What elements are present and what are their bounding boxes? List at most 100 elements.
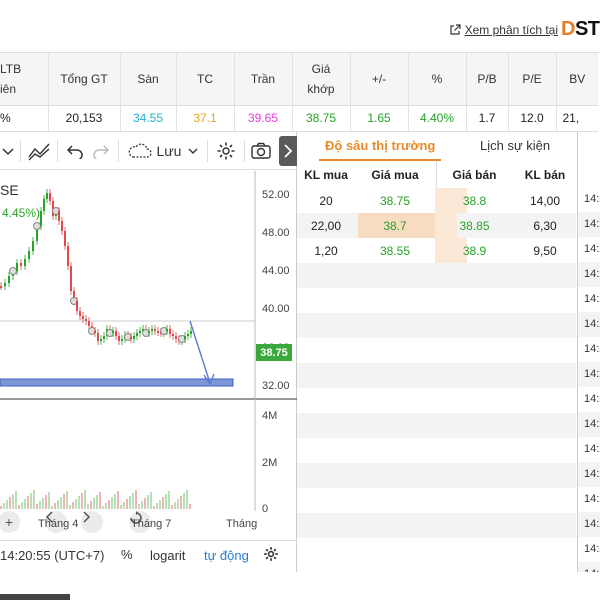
buy-price[interactable]: 38.75 [379, 193, 411, 208]
redo-button[interactable] [88, 136, 114, 166]
event-marker [9, 267, 17, 275]
bottom-scrollbar[interactable] [0, 594, 70, 600]
tab-event-calendar[interactable]: Lịch sự kiện [480, 138, 551, 153]
chart-settings-button[interactable] [263, 546, 279, 565]
volume-bar [84, 490, 86, 509]
auto-scale-button[interactable]: tự động [204, 548, 249, 563]
candle-body [115, 331, 117, 336]
stats-col-tran: Trần [234, 53, 293, 105]
scroll-right-button[interactable] [81, 511, 103, 533]
volume-bar [3, 503, 5, 509]
save-layout-button[interactable]: Lưu [123, 136, 203, 166]
volume-bar [69, 505, 71, 509]
volume-bar [180, 496, 182, 509]
order-book-empty-row [297, 363, 576, 388]
plus-icon: + [4, 514, 14, 530]
volume-bar [75, 499, 77, 509]
symbol-label: SE [0, 182, 19, 198]
volume-bar [135, 490, 137, 509]
volume-bar [123, 502, 125, 509]
stats-col-bv: BV [556, 53, 598, 105]
candle-body [166, 329, 168, 331]
col-sell-volume: KL bán [524, 168, 566, 182]
scroll-left-button[interactable] [45, 511, 67, 533]
candle-body [32, 241, 34, 251]
volume-bar [45, 495, 47, 509]
candle-body [36, 226, 38, 241]
candle-body [0, 286, 2, 288]
volume-bar [63, 494, 65, 509]
zoom-in-button[interactable]: + [0, 511, 20, 533]
screenshot-button[interactable] [249, 136, 273, 166]
trade-history-column: 14:2 14:2 14:2 14:2 14:2 14:2 14:2 14:2 14:2 14:2… [577, 132, 600, 587]
collapse-panel-button[interactable] [279, 136, 297, 166]
trade-time: 14:2 [578, 362, 600, 387]
stats-col-pe: P/E [508, 53, 557, 105]
volume-bar [21, 502, 23, 509]
camera-icon [251, 142, 271, 159]
reset-chart-button[interactable] [129, 511, 151, 533]
volume-bar [156, 503, 158, 509]
sell-price[interactable]: 38.8 [435, 188, 514, 213]
stats-col-san: Sàn [120, 53, 177, 105]
candle-body [76, 301, 78, 311]
dstock-logo[interactable]: DST [561, 18, 600, 40]
col-buy-price: Giá mua [371, 168, 419, 182]
volume-bar [66, 491, 68, 509]
chevron-down-button[interactable] [0, 136, 16, 166]
log-scale-button[interactable]: logarit [150, 548, 186, 563]
volume-bar [48, 492, 50, 509]
order-book-empty-row [297, 288, 576, 313]
sell-price[interactable]: 38.9 [435, 238, 514, 263]
volume-bar [120, 505, 122, 509]
candle-body [85, 319, 87, 321]
chevron-left-icon [45, 511, 53, 523]
candle-body [58, 211, 60, 221]
candle-body [43, 199, 45, 211]
volume-bar [81, 493, 83, 509]
candle-body [142, 329, 144, 331]
stats-val-kltb: % [0, 104, 49, 132]
candle-body [28, 251, 30, 259]
percent-scale-button[interactable]: % [121, 547, 133, 562]
candle-body [130, 337, 132, 339]
order-book-header: KL mua Giá mua Giá bán KL bán [297, 162, 576, 188]
candle-body [82, 316, 84, 319]
volume-bar [15, 491, 17, 509]
settings-button[interactable] [212, 136, 240, 166]
volume-bar [114, 494, 116, 509]
price-tick: 44.00 [262, 265, 290, 277]
volume-bar [117, 491, 119, 509]
volume-bar [6, 500, 8, 509]
analysis-link[interactable]: Xem phân tích tại [449, 23, 558, 37]
trade-time: 14:2 [578, 312, 600, 337]
buy-price[interactable]: 38.55 [379, 243, 411, 258]
stats-col-tc: TC [176, 53, 235, 105]
candle-body [16, 263, 18, 271]
stats-value-row: % 20,153 34.55 37.1 39.65 38.75 1.65 4.4… [0, 104, 598, 132]
volume-bar [42, 498, 44, 509]
trend-arrow[interactable] [189, 320, 211, 384]
candle-body [118, 336, 120, 341]
candle-body [103, 336, 105, 339]
indicators-button[interactable] [25, 136, 53, 166]
buy-price[interactable]: 38.7 [355, 213, 435, 238]
sell-price[interactable]: 38.85 [435, 213, 514, 238]
buy-volume: 1,20 [314, 243, 338, 258]
indicators-icon [28, 143, 50, 160]
support-band[interactable] [0, 378, 234, 387]
stats-val-san: 34.55 [120, 104, 177, 132]
candle-body [133, 336, 135, 339]
volume-bar [96, 495, 98, 509]
buy-volume: 22,00 [297, 213, 355, 238]
analysis-link-text[interactable]: Xem phân tích tại [464, 23, 558, 37]
undo-button[interactable] [62, 136, 88, 166]
tab-market-depth[interactable]: Độ sâu thị trường [318, 138, 442, 161]
volume-bar [132, 493, 134, 509]
order-book-empty-row [297, 413, 576, 438]
volume-bar [168, 491, 170, 509]
volume-bar [138, 504, 140, 509]
trade-time: 14:2 [578, 462, 600, 487]
